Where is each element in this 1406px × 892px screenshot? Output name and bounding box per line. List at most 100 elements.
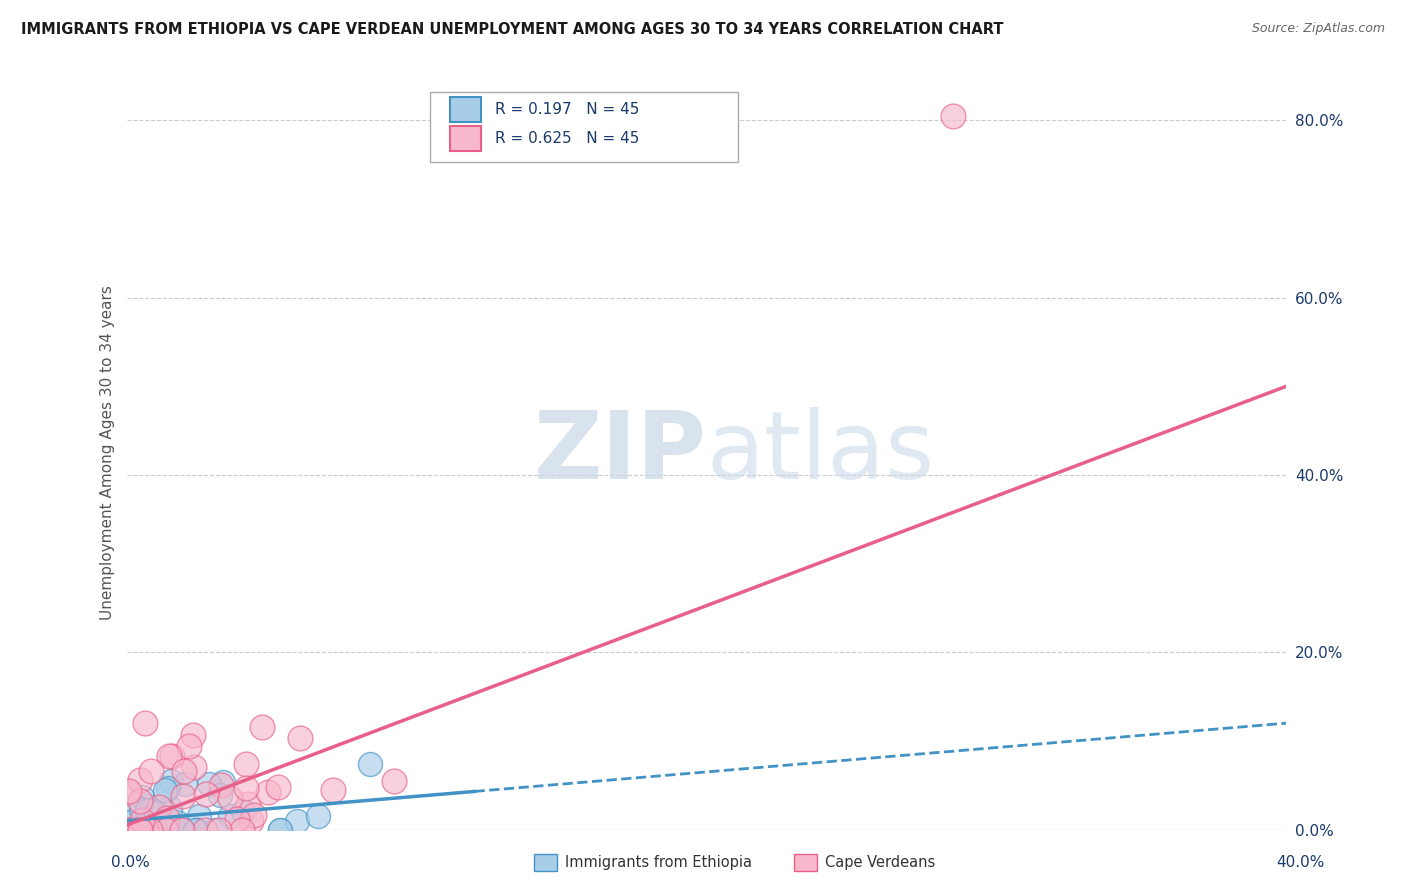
Point bbox=[156, 822, 179, 837]
Point bbox=[146, 822, 169, 837]
Point bbox=[115, 785, 138, 799]
Point bbox=[118, 783, 141, 797]
Point bbox=[163, 822, 186, 837]
Text: Cape Verdeans: Cape Verdeans bbox=[825, 855, 935, 870]
Text: R = 0.625   N = 45: R = 0.625 N = 45 bbox=[495, 131, 640, 145]
Point bbox=[120, 814, 142, 829]
Point bbox=[156, 780, 179, 795]
Point bbox=[128, 822, 150, 837]
Point bbox=[212, 775, 235, 789]
Point bbox=[120, 822, 142, 837]
Point bbox=[118, 822, 141, 837]
Point bbox=[153, 817, 176, 831]
Point bbox=[235, 781, 257, 796]
Point bbox=[232, 804, 254, 818]
Point bbox=[226, 812, 249, 826]
Text: ZIP: ZIP bbox=[534, 407, 707, 499]
Point bbox=[148, 800, 170, 814]
Point bbox=[129, 794, 152, 808]
Point bbox=[382, 774, 405, 789]
Point bbox=[173, 764, 195, 778]
Point bbox=[197, 777, 219, 791]
Point bbox=[250, 721, 273, 735]
Text: atlas: atlas bbox=[707, 407, 935, 499]
Point bbox=[181, 728, 204, 742]
Point bbox=[166, 815, 188, 830]
Point bbox=[145, 808, 167, 822]
Point bbox=[243, 808, 266, 822]
Point bbox=[139, 803, 162, 817]
Point bbox=[160, 822, 183, 837]
Point bbox=[184, 822, 207, 837]
Point bbox=[267, 780, 290, 795]
Point bbox=[136, 803, 159, 817]
Point bbox=[156, 811, 179, 825]
Y-axis label: Unemployment Among Ages 30 to 34 years: Unemployment Among Ages 30 to 34 years bbox=[100, 285, 115, 620]
Point bbox=[129, 773, 152, 788]
Point bbox=[219, 808, 242, 822]
Point bbox=[269, 822, 291, 837]
Point bbox=[125, 822, 148, 836]
Point bbox=[136, 798, 159, 813]
Point bbox=[207, 822, 229, 837]
Text: 40.0%: 40.0% bbox=[1277, 855, 1324, 870]
Point bbox=[160, 748, 183, 763]
Point bbox=[129, 822, 152, 837]
Point bbox=[204, 822, 226, 837]
Point bbox=[121, 822, 143, 837]
Point bbox=[188, 809, 211, 823]
Point bbox=[124, 822, 146, 837]
Point bbox=[172, 789, 194, 803]
Point bbox=[132, 822, 155, 837]
Point bbox=[359, 757, 381, 772]
Point bbox=[135, 822, 157, 837]
Point bbox=[143, 819, 166, 833]
Point bbox=[129, 802, 152, 816]
Point bbox=[152, 822, 174, 837]
Point bbox=[183, 760, 205, 774]
Point bbox=[159, 801, 181, 815]
Point bbox=[170, 822, 193, 837]
Point bbox=[236, 797, 259, 812]
Point bbox=[145, 805, 167, 820]
Point bbox=[131, 789, 153, 804]
Point bbox=[155, 822, 177, 837]
Point bbox=[174, 776, 197, 790]
Point bbox=[165, 822, 187, 837]
Point bbox=[135, 812, 157, 826]
Point bbox=[219, 790, 242, 805]
Point bbox=[307, 809, 329, 823]
Text: IMMIGRANTS FROM ETHIOPIA VS CAPE VERDEAN UNEMPLOYMENT AMONG AGES 30 TO 34 YEARS : IMMIGRANTS FROM ETHIOPIA VS CAPE VERDEAN… bbox=[21, 22, 1004, 37]
Text: Source: ZipAtlas.com: Source: ZipAtlas.com bbox=[1251, 22, 1385, 36]
Point bbox=[235, 757, 257, 772]
Point bbox=[209, 778, 232, 792]
Point bbox=[193, 822, 215, 837]
Text: 0.0%: 0.0% bbox=[111, 855, 150, 870]
Point bbox=[145, 822, 167, 837]
Point bbox=[139, 764, 162, 779]
Point bbox=[290, 731, 312, 745]
Text: R = 0.197   N = 45: R = 0.197 N = 45 bbox=[495, 103, 640, 117]
Point bbox=[208, 788, 231, 802]
Point bbox=[153, 783, 176, 797]
Point bbox=[942, 109, 965, 123]
Point bbox=[170, 822, 193, 837]
Point bbox=[120, 803, 142, 817]
Point bbox=[231, 822, 253, 837]
Point bbox=[177, 739, 200, 754]
Point bbox=[269, 822, 291, 837]
Point bbox=[131, 813, 153, 827]
Point bbox=[194, 787, 217, 801]
Point bbox=[157, 749, 180, 764]
Point bbox=[134, 715, 156, 730]
Point bbox=[155, 822, 177, 837]
Point bbox=[159, 773, 181, 788]
Point bbox=[139, 822, 162, 837]
Text: Immigrants from Ethiopia: Immigrants from Ethiopia bbox=[565, 855, 752, 870]
Point bbox=[125, 822, 148, 837]
Point bbox=[256, 785, 278, 799]
Point bbox=[285, 814, 308, 828]
Point bbox=[322, 782, 344, 797]
Point bbox=[240, 814, 263, 828]
Point bbox=[186, 822, 208, 837]
